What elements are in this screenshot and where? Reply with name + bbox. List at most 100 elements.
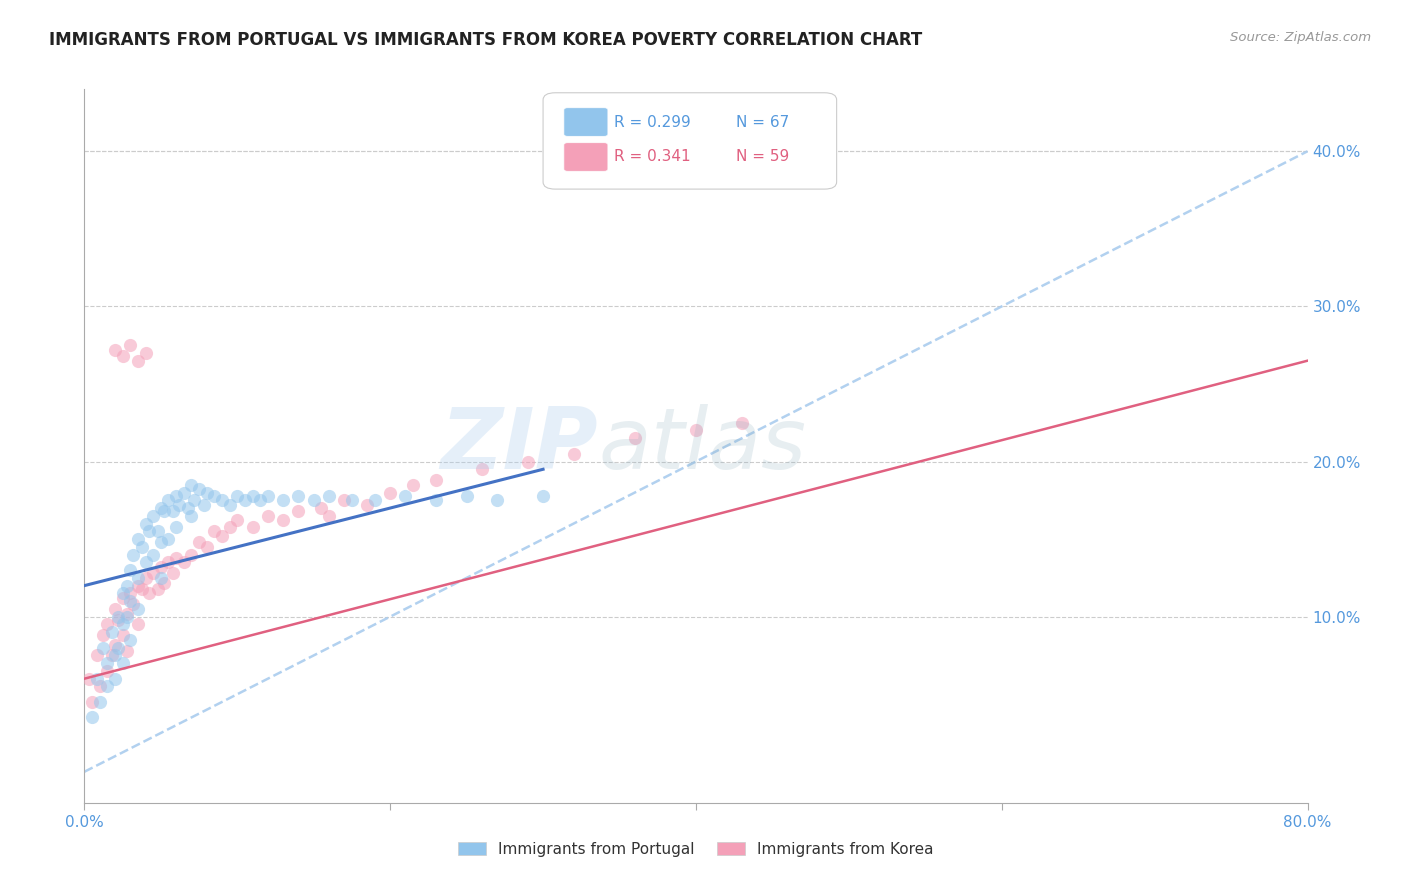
Point (333, 493, 356, 508)
Point (146, 582, 169, 596)
Point (531, 489, 554, 503)
Point (157, 532, 180, 546)
Point (115, 609, 138, 624)
Point (142, 548, 165, 562)
Text: atlas: atlas (598, 404, 806, 488)
Point (180, 477, 202, 491)
Point (157, 493, 180, 508)
Point (96, 664, 118, 678)
Point (86, 672, 108, 686)
Point (122, 548, 145, 562)
Point (142, 566, 165, 581)
Point (149, 571, 172, 585)
Point (226, 489, 249, 503)
Legend: Immigrants from Portugal, Immigrants from Korea: Immigrants from Portugal, Immigrants fro… (453, 836, 939, 863)
Point (149, 535, 172, 549)
Point (311, 501, 333, 516)
Point (111, 617, 134, 632)
Point (195, 540, 218, 554)
Point (135, 555, 157, 569)
Point (111, 349, 134, 363)
Point (287, 489, 309, 503)
Point (188, 483, 211, 497)
Point (162, 566, 184, 581)
Point (318, 489, 340, 503)
Point (183, 493, 205, 508)
Text: Source: ZipAtlas.com: Source: ZipAtlas.com (1230, 31, 1371, 45)
Point (188, 535, 211, 549)
Point (562, 447, 585, 461)
Point (135, 571, 157, 585)
Point (101, 625, 124, 640)
Point (111, 591, 134, 605)
Point (162, 504, 184, 518)
Point (111, 586, 134, 600)
Point (249, 493, 271, 508)
Point (233, 493, 256, 508)
Point (149, 501, 172, 516)
Point (364, 493, 387, 508)
Point (107, 613, 129, 627)
Point (425, 473, 447, 487)
Point (456, 489, 478, 503)
Point (89, 680, 111, 694)
Point (104, 343, 127, 357)
Point (80, 695, 103, 709)
Point (104, 672, 127, 686)
Point (173, 485, 195, 500)
Point (195, 485, 218, 500)
Point (131, 540, 153, 554)
Point (127, 579, 149, 593)
Point (271, 513, 294, 527)
Point (624, 431, 647, 445)
Point (86, 648, 108, 663)
Point (122, 597, 145, 611)
Text: ZIP: ZIP (440, 404, 598, 488)
Point (242, 519, 264, 533)
Point (115, 607, 138, 621)
Point (115, 579, 138, 593)
Point (149, 560, 172, 574)
Point (146, 524, 169, 539)
Point (107, 609, 129, 624)
Point (218, 498, 240, 512)
Text: N = 59: N = 59 (737, 150, 790, 164)
Point (111, 628, 134, 642)
Point (242, 489, 264, 503)
FancyBboxPatch shape (564, 143, 607, 171)
Point (180, 508, 202, 523)
Text: N = 67: N = 67 (737, 114, 790, 129)
Text: IMMIGRANTS FROM PORTUGAL VS IMMIGRANTS FROM KOREA POVERTY CORRELATION CHART: IMMIGRANTS FROM PORTUGAL VS IMMIGRANTS F… (49, 31, 922, 49)
Point (202, 524, 225, 539)
Point (318, 508, 340, 523)
Point (516, 454, 538, 468)
Point (165, 489, 187, 503)
Point (287, 504, 309, 518)
Point (115, 644, 138, 658)
Point (218, 519, 240, 533)
Point (177, 501, 200, 516)
Point (111, 656, 134, 670)
Point (104, 648, 127, 663)
Point (211, 529, 233, 543)
Point (165, 519, 187, 533)
Point (96, 656, 118, 670)
Point (425, 493, 447, 508)
Point (302, 493, 325, 508)
Point (127, 571, 149, 585)
Point (127, 602, 149, 616)
Point (157, 555, 180, 569)
Point (131, 582, 153, 596)
Point (138, 586, 160, 600)
Point (486, 493, 509, 508)
Point (731, 416, 754, 430)
Point (89, 695, 111, 709)
Point (127, 532, 149, 546)
FancyBboxPatch shape (564, 108, 607, 136)
Point (271, 493, 294, 508)
Point (202, 489, 225, 503)
Point (120, 338, 142, 352)
Point (77, 672, 100, 686)
Point (135, 516, 157, 531)
Point (211, 493, 233, 508)
